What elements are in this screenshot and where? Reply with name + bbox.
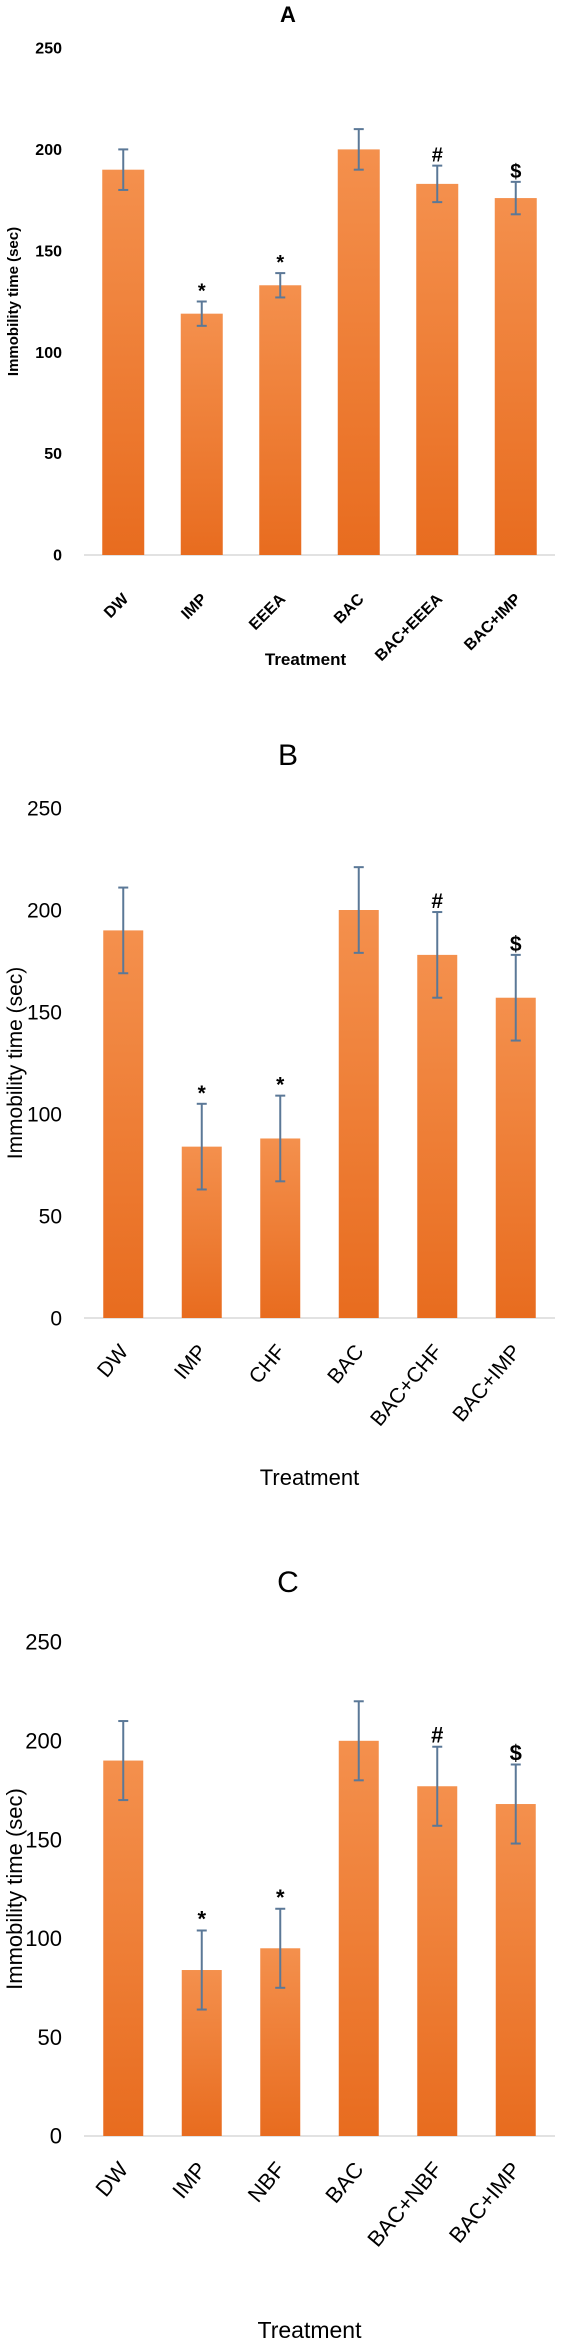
bar-bac: [338, 910, 379, 1318]
error-bar: [118, 886, 129, 975]
bar-dw: [102, 169, 145, 555]
chart-a-svg: A 0 50 100 150 200 250 Immobility time (sec) DW *…: [5, 2, 555, 669]
y-tick-label: 0: [50, 2124, 62, 2149]
y-axis-label: Immobility time (sec): [4, 967, 27, 1160]
x-axis-label: Treatment: [260, 1465, 359, 1490]
error-bar: [510, 180, 521, 216]
error-bar: [118, 1720, 129, 1802]
significance-marker: *: [276, 1885, 285, 1910]
error-bar: [275, 272, 286, 299]
significance-marker: $: [510, 161, 521, 183]
bar-imp: [180, 313, 223, 555]
significance-marker: $: [510, 1741, 522, 1766]
bar-dw: [103, 930, 144, 1318]
y-tick-label: 200: [27, 899, 62, 922]
significance-marker: #: [432, 145, 443, 167]
y-tick-label: 0: [53, 548, 62, 565]
chart-c-svg: C 0 50 100 150 200 250 Immobility time (sec) DW *…: [2, 1566, 555, 2343]
y-tick-label: 200: [35, 142, 62, 159]
x-tick-label: IMP: [178, 591, 210, 623]
x-tick-label: BAC: [331, 590, 368, 627]
x-tick-label: BAC: [323, 1340, 368, 1388]
error-bar: [196, 300, 207, 327]
y-axis-label: Immobility time (sec): [5, 227, 22, 376]
y-tick-label: 250: [35, 41, 62, 58]
x-tick-label: BAC+IMP: [461, 591, 524, 654]
y-tick-label: 250: [25, 1630, 62, 1655]
significance-marker: *: [197, 1906, 206, 1931]
x-tick-label: BAC+NBF: [362, 2157, 447, 2251]
y-tick-label: 0: [50, 1307, 62, 1330]
x-tick-label: BAC+EEEA: [372, 590, 446, 664]
chart-panel-a: A 0 50 100 150 200 250 Immobility time (sec) DW *…: [0, 0, 576, 720]
error-bar: [432, 164, 443, 204]
significance-marker: *: [276, 1074, 285, 1097]
y-tick-label: 50: [39, 1205, 62, 1228]
chart-b-svg: B 0 50 100 150 200 250 Immobility time (sec) DW *…: [4, 739, 555, 1490]
error-bar: [432, 1745, 443, 1827]
chart-panel-b: B 0 50 100 150 200 250 Immobility time (sec) DW *…: [0, 720, 576, 1520]
error-bar: [510, 1763, 521, 1845]
chart-title: A: [280, 2, 296, 27]
bar-bac-eeea: [416, 183, 459, 555]
y-tick-label: 50: [38, 2025, 62, 2050]
y-tick-label: 150: [27, 1001, 62, 1024]
x-tick-label: BAC+IMP: [444, 2157, 526, 2248]
x-tick-label: DW: [101, 590, 133, 622]
x-tick-label: DW: [93, 1340, 133, 1382]
y-tick-label: 200: [25, 1729, 62, 1754]
significance-marker: #: [431, 1723, 443, 1748]
x-tick-label: BAC: [320, 2157, 368, 2208]
x-tick-label: CHF: [245, 1340, 290, 1388]
y-tick-label: 150: [35, 243, 62, 260]
significance-marker: *: [198, 281, 206, 303]
bar-bac-nbf: [417, 1786, 458, 2136]
bar-bac-imp: [494, 198, 537, 555]
y-tick-label: 100: [25, 1926, 62, 1951]
error-bar: [196, 1929, 207, 2011]
x-tick-label: DW: [90, 2157, 133, 2201]
error-bar: [510, 953, 521, 1042]
x-axis-label: Treatment: [265, 650, 347, 669]
bar-bac: [337, 149, 380, 555]
error-bar: [353, 1700, 364, 1782]
y-tick-label: 100: [27, 1103, 62, 1126]
y-tick-label: 50: [44, 446, 62, 463]
error-bar: [275, 1094, 286, 1183]
chart-title: B: [278, 739, 298, 772]
significance-marker: #: [431, 890, 443, 913]
error-bar: [353, 128, 364, 171]
error-bar: [275, 1907, 286, 1989]
y-tick-label: 150: [25, 1827, 62, 1852]
error-bar: [118, 148, 129, 191]
significance-marker: *: [198, 1082, 207, 1105]
bar-dw: [103, 1760, 144, 2136]
bar-bac-chf: [417, 954, 458, 1318]
y-axis-label: Immobility time (sec): [2, 1788, 27, 1990]
chart-title: C: [277, 1566, 299, 1599]
bar-bac-imp: [495, 1804, 536, 2136]
chart-panel-c: C 0 50 100 150 200 250 Immobility time (sec) DW *…: [0, 1560, 576, 2350]
x-tick-label: EEEA: [246, 590, 289, 633]
x-tick-label: BAC+IMP: [448, 1340, 525, 1426]
y-tick-label: 250: [27, 797, 62, 820]
x-axis-label: Treatment: [258, 2317, 363, 2343]
significance-marker: $: [510, 933, 522, 956]
bar-eeea: [259, 285, 302, 555]
x-tick-label: IMP: [170, 1340, 212, 1383]
error-bar: [353, 866, 364, 954]
bar-bac-imp: [495, 997, 536, 1318]
x-tick-label: IMP: [167, 2157, 211, 2203]
x-tick-label: BAC+CHF: [366, 1340, 447, 1430]
error-bar: [196, 1102, 207, 1191]
significance-marker: *: [276, 252, 284, 274]
y-tick-label: 100: [35, 345, 62, 362]
error-bar: [432, 911, 443, 999]
bar-bac: [338, 1740, 379, 2136]
x-tick-label: NBF: [243, 2157, 290, 2207]
